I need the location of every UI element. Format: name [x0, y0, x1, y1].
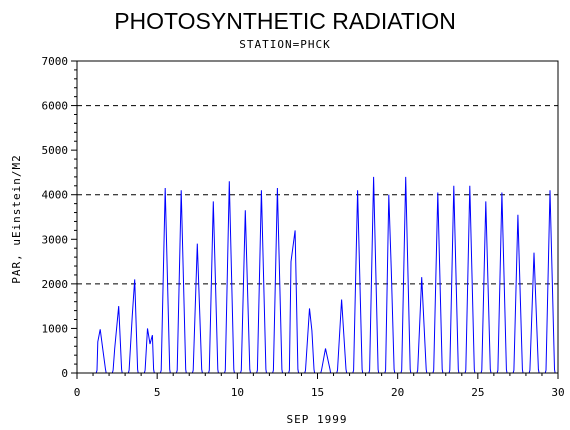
- x-axis: 0 5 10 15 20 25 30: [74, 373, 565, 399]
- x-tick-label-5: 5: [154, 386, 161, 399]
- y-tick-label-0: 0: [61, 367, 68, 380]
- y-axis-label: PAR, uEinstein/M2: [10, 154, 23, 284]
- x-tick-label-0: 0: [74, 386, 81, 399]
- x-tick-label-25: 25: [471, 386, 484, 399]
- reference-lines: [77, 105, 558, 285]
- x-tick-label-20: 20: [391, 386, 404, 399]
- y-axis: 0 1000 2000 3000 4000 5000 6000 7000: [42, 55, 77, 380]
- chart-title: PHOTOSYNTHETIC RADIATION: [114, 8, 456, 34]
- y-tick-label-7000: 7000: [42, 55, 69, 68]
- y-tick-label-3000: 3000: [42, 233, 69, 246]
- x-axis-label: SEP 1999: [287, 413, 348, 426]
- x-tick-label-30: 30: [551, 386, 564, 399]
- x-tick-label-15: 15: [311, 386, 324, 399]
- par-series-line: [93, 176, 558, 374]
- y-tick-label-2000: 2000: [42, 278, 69, 291]
- chart-subtitle: STATION=PHCK: [239, 38, 330, 51]
- y-tick-label-5000: 5000: [42, 144, 69, 157]
- x-tick-label-10: 10: [231, 386, 244, 399]
- y-tick-label-1000: 1000: [42, 322, 69, 335]
- y-tick-label-6000: 6000: [42, 100, 69, 113]
- y-tick-label-4000: 4000: [42, 189, 69, 202]
